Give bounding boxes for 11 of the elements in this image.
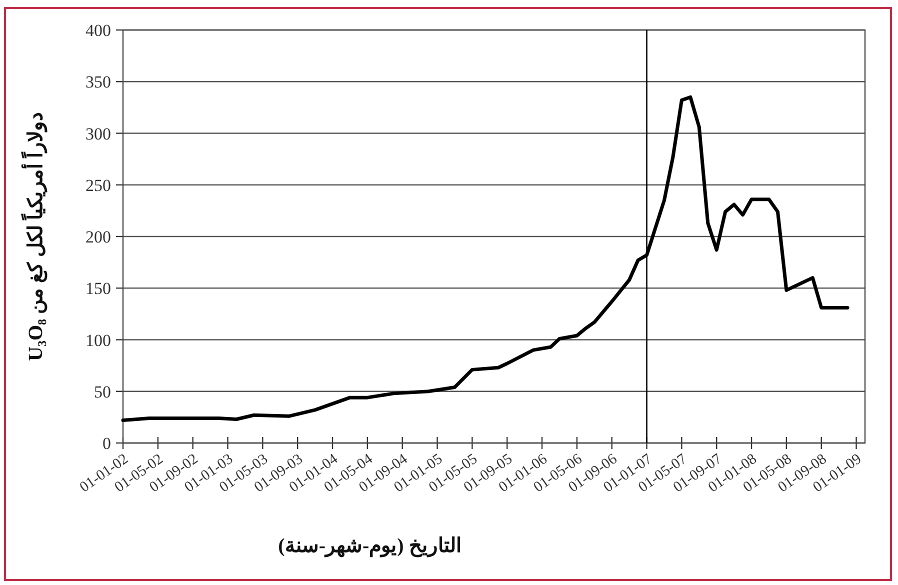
x-axis-title: التاريخ (يوم-شهر-سنة) — [278, 535, 462, 558]
y-axis-title: دولاراً أمريكياً لكل كغ من U₃O₈ — [21, 112, 48, 361]
y-tick-label: 250 — [86, 176, 111, 195]
y-tick-label: 50 — [94, 382, 111, 402]
y-tick-label: 300 — [86, 124, 111, 144]
y-tick-label: 150 — [86, 279, 111, 298]
y-tick-label: 200 — [86, 228, 111, 246]
y-tick-label: 100 — [86, 330, 111, 350]
y-tick-label: 350 — [86, 72, 111, 92]
y-tick-label: 0 — [102, 434, 111, 453]
y-tick-label: 400 — [86, 21, 111, 40]
